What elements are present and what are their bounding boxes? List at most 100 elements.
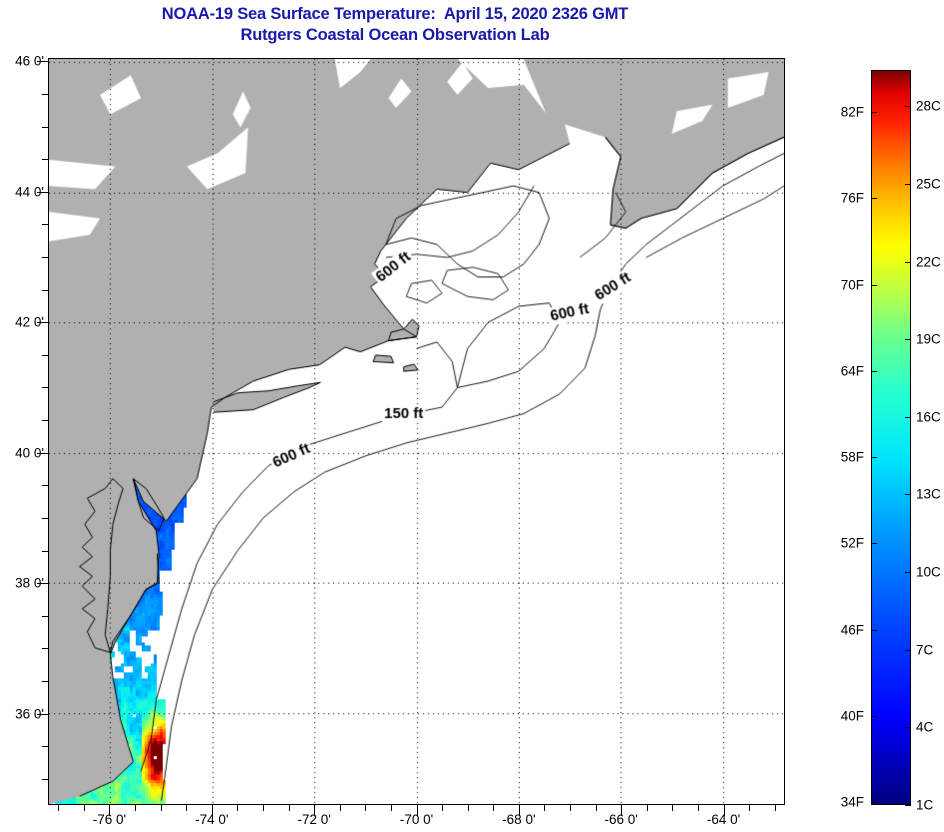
axis-tick-y-minor bbox=[42, 420, 48, 422]
colorbar-label-fahrenheit: 40F bbox=[840, 708, 864, 724]
colorbar-tick-c bbox=[905, 649, 911, 651]
sst-map-panel[interactable] bbox=[48, 58, 785, 805]
axis-tick-x-major bbox=[314, 805, 316, 816]
axis-tick-x-minor bbox=[186, 805, 188, 811]
colorbar-panel[interactable] bbox=[871, 70, 911, 806]
axis-tick-y-minor bbox=[42, 93, 48, 95]
colorbar-label-fahrenheit: 34F bbox=[840, 794, 864, 810]
colorbar-label-celsius: 19C bbox=[916, 331, 941, 347]
axis-tick-x-major bbox=[109, 805, 111, 816]
axis-tick-y-major bbox=[37, 61, 48, 63]
axis-tick-x-minor bbox=[262, 805, 264, 811]
axis-tick-x-minor bbox=[160, 805, 162, 811]
axis-tick-y-major bbox=[37, 583, 48, 585]
axis-tick-x-minor bbox=[288, 805, 290, 811]
colorbar-label-celsius: 7C bbox=[916, 642, 934, 658]
colorbar-tick-c bbox=[905, 572, 911, 574]
axis-label-longitude: -76 0' bbox=[92, 812, 127, 827]
axis-tick-y-major bbox=[37, 191, 48, 193]
axis-tick-y-minor bbox=[42, 126, 48, 128]
colorbar-tick-f bbox=[871, 198, 877, 200]
axis-label-latitude: 46 0' bbox=[15, 53, 44, 69]
colorbar-label-fahrenheit: 52F bbox=[840, 535, 864, 551]
axis-tick-y-minor bbox=[42, 289, 48, 291]
axis-tick-x-major bbox=[518, 805, 520, 816]
axis-tick-x-minor bbox=[365, 805, 367, 811]
axis-tick-x-minor bbox=[467, 805, 469, 811]
axis-label-longitude: -74 0' bbox=[195, 812, 229, 827]
axis-tick-y-minor bbox=[42, 485, 48, 487]
axis-tick-y-major bbox=[37, 713, 48, 715]
axis-tick-y-minor bbox=[42, 648, 48, 650]
axis-label-latitude: 40 0' bbox=[15, 445, 44, 461]
axis-tick-x-major bbox=[211, 805, 213, 816]
axis-tick-x-minor bbox=[595, 805, 597, 811]
colorbar-label-fahrenheit: 58F bbox=[840, 449, 864, 465]
colorbar-tick-f bbox=[871, 284, 877, 286]
colorbar-label-celsius: 22C bbox=[916, 254, 941, 269]
axis-tick-y-minor bbox=[42, 517, 48, 519]
colorbar-label-celsius: 1C bbox=[916, 797, 934, 813]
axis-label-latitude: 36 0' bbox=[15, 706, 44, 722]
axis-tick-x-minor bbox=[774, 805, 776, 811]
axis-tick-x-minor bbox=[237, 805, 239, 811]
axis-label-longitude: -70 0' bbox=[399, 812, 434, 827]
colorbar-tick-c bbox=[905, 727, 911, 729]
axis-tick-y-minor bbox=[42, 681, 48, 683]
colorbar-label-celsius: 28C bbox=[916, 98, 941, 114]
axis-tick-y-minor bbox=[42, 224, 48, 226]
axis-tick-x-major bbox=[723, 805, 725, 816]
colorbar-tick-f bbox=[871, 802, 877, 804]
axis-tick-x-minor bbox=[646, 805, 648, 811]
colorbar-label-celsius: 25C bbox=[916, 176, 941, 192]
colorbar-tick-f bbox=[871, 715, 877, 717]
colorbar-tick-c bbox=[905, 339, 911, 341]
axis-tick-y-major bbox=[37, 452, 48, 454]
colorbar-tick-c bbox=[905, 183, 911, 185]
axis-tick-x-minor bbox=[749, 805, 751, 811]
colorbar-label-celsius: 16C bbox=[916, 409, 941, 425]
axis-tick-x-major bbox=[416, 805, 418, 816]
axis-tick-y-minor bbox=[42, 159, 48, 161]
axis-tick-x-minor bbox=[697, 805, 699, 811]
axis-tick-y-minor bbox=[42, 778, 48, 780]
page-title: NOAA-19 Sea Surface Temperature: April 1… bbox=[161, 5, 629, 23]
colorbar-tick-f bbox=[871, 457, 877, 459]
axis-tick-x-minor bbox=[135, 805, 136, 811]
axis-tick-y-minor bbox=[42, 550, 48, 552]
colorbar-label-celsius: 13C bbox=[916, 486, 941, 502]
axis-label-longitude: -66 0' bbox=[604, 812, 638, 827]
axis-tick-y-major bbox=[37, 322, 48, 324]
axis-tick-x-minor bbox=[544, 805, 546, 811]
axis-label-latitude: 38 0' bbox=[15, 575, 44, 591]
chart-title-block: NOAA-19 Sea Surface Temperature: April 1… bbox=[0, 4, 790, 45]
colorbar-tick-f bbox=[871, 543, 877, 545]
axis-label-latitude: 42 0' bbox=[15, 314, 44, 330]
colorbar-label-celsius: 4C bbox=[916, 719, 934, 735]
colorbar-tick-c bbox=[905, 494, 911, 496]
axis-tick-x-minor bbox=[493, 805, 495, 811]
colorbar-label-fahrenheit: 64F bbox=[840, 363, 864, 379]
colorbar-label-fahrenheit: 46F bbox=[840, 622, 864, 638]
colorbar-tick-f bbox=[871, 370, 877, 372]
colorbar-label-fahrenheit: 82F bbox=[840, 104, 864, 120]
colorbar-label-fahrenheit: 70F bbox=[840, 277, 864, 293]
colorbar-tick-f bbox=[871, 629, 877, 631]
colorbar-tick-c bbox=[905, 416, 911, 418]
axis-tick-x-minor bbox=[672, 805, 674, 811]
axis-tick-x-minor bbox=[442, 805, 444, 811]
axis-label-longitude: -68 0' bbox=[502, 812, 536, 827]
page-subtitle: Rutgers Coastal Ocean Observation Lab bbox=[240, 25, 550, 44]
axis-label-latitude: 44 0' bbox=[15, 184, 44, 200]
axis-tick-y-minor bbox=[42, 256, 48, 258]
colorbar-gradient bbox=[871, 70, 911, 805]
colorbar-label-fahrenheit: 76F bbox=[840, 190, 864, 206]
axis-tick-y-minor bbox=[42, 387, 48, 389]
axis-tick-x-minor bbox=[339, 805, 341, 811]
axis-label-longitude: -72 0' bbox=[297, 812, 331, 827]
axis-tick-y-minor bbox=[42, 354, 48, 356]
sst-map-canvas[interactable] bbox=[49, 59, 784, 804]
axis-tick-y-minor bbox=[42, 615, 48, 617]
axis-tick-y-minor bbox=[42, 746, 48, 748]
colorbar-tick-f bbox=[871, 111, 877, 113]
